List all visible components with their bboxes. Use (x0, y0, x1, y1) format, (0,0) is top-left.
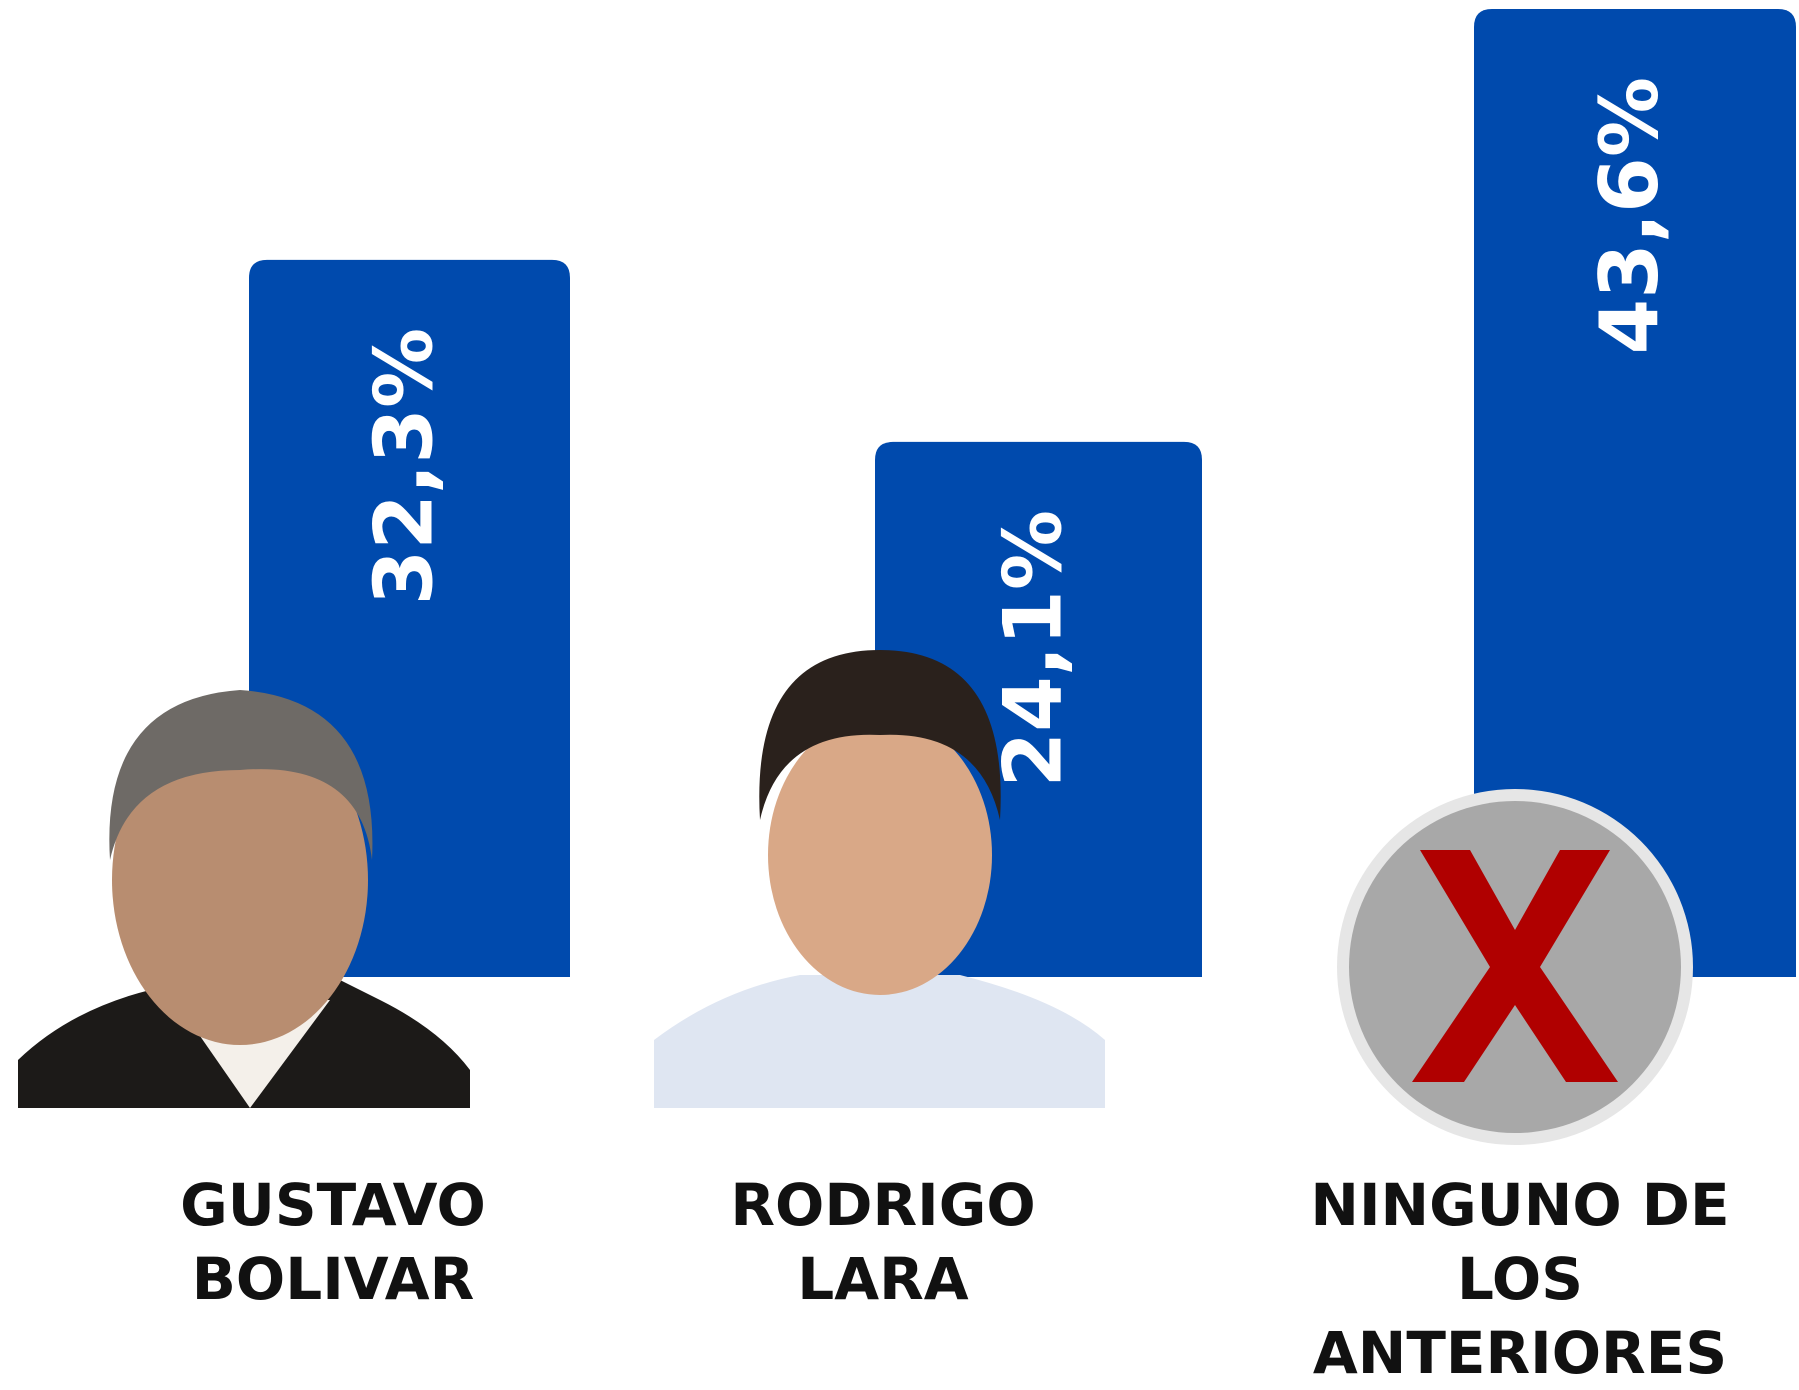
value-label: 32,3% (357, 328, 450, 606)
chart: 32,3% 24,1% 43,6% (18, 9, 1796, 1145)
portrait-2 (654, 650, 1105, 1108)
page: 32,3% 24,1% 43,6% GUSTAVO BOLIVAR RODRIGO L… (18, 9, 1796, 1387)
none-icon (1337, 789, 1693, 1145)
portrait-1 (18, 690, 470, 1108)
category-label: RODRIGO LARA (730, 1171, 1036, 1313)
category-label: NINGUNO DE LOS ANTERIORES (1310, 1171, 1730, 1387)
bar (1474, 9, 1796, 977)
value-label: 43,6% (1583, 77, 1676, 355)
category-label: GUSTAVO BOLIVAR (180, 1171, 486, 1313)
value-label: 24,1% (986, 510, 1079, 788)
